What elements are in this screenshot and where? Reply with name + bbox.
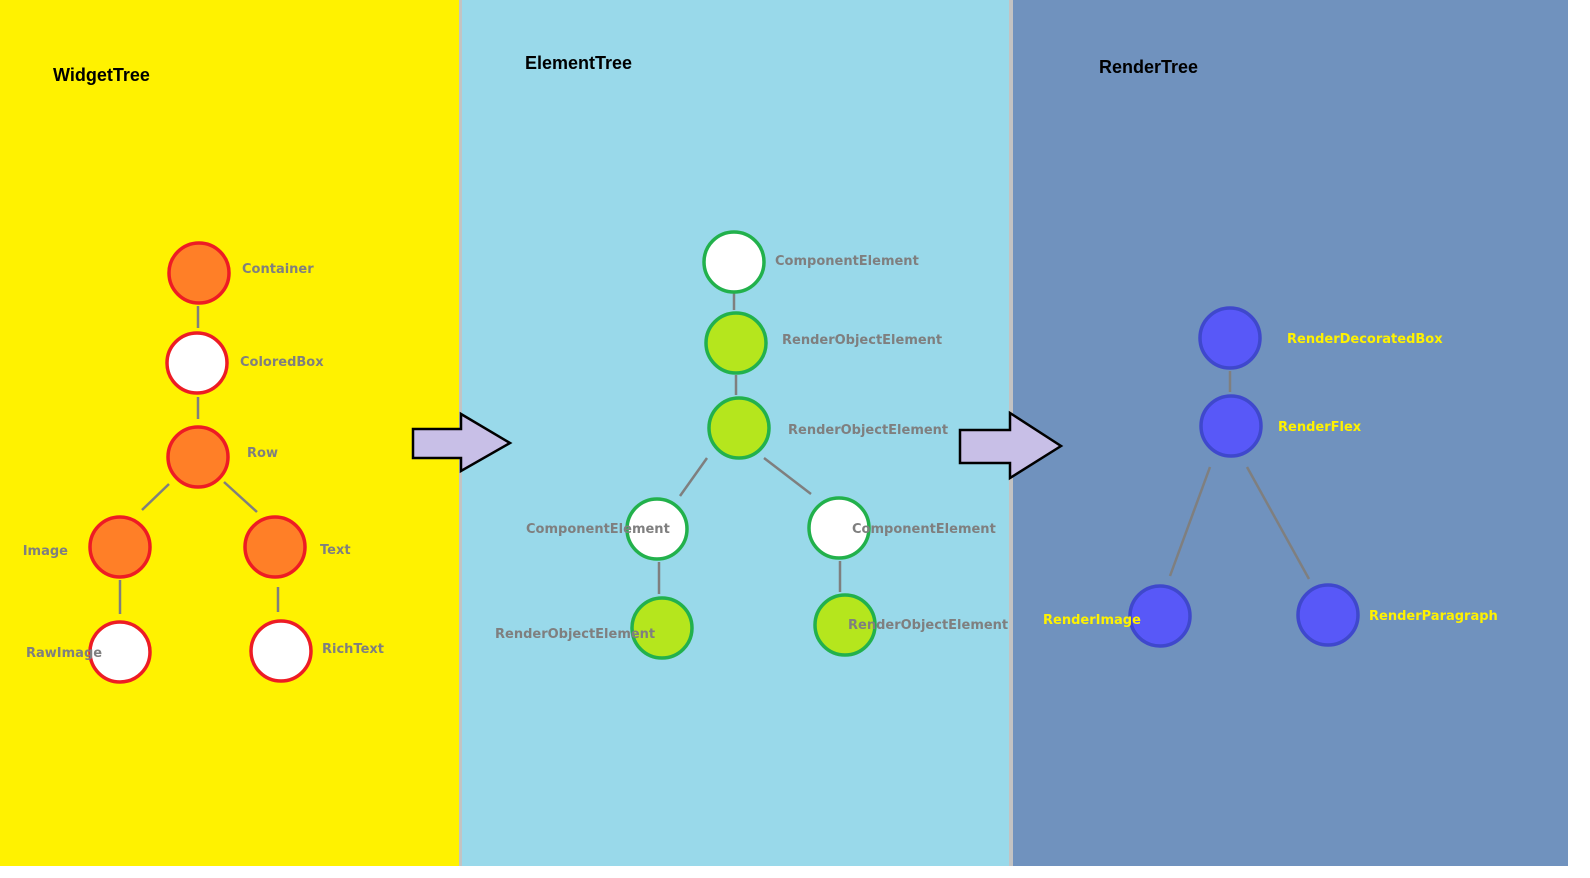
widget-tree-title: WidgetTree <box>53 65 150 85</box>
widget-tree-label-rawimage: RawImage <box>26 646 102 661</box>
widget-tree-node-richtext <box>249 619 313 683</box>
widget-tree-node-container <box>167 241 231 305</box>
render-tree-label-image: RenderImage <box>1043 613 1141 628</box>
element-tree-label-roe_right: RenderObjectElement <box>848 618 1008 633</box>
widget-tree-label-container: Container <box>242 262 314 277</box>
element-tree-edge <box>763 457 812 495</box>
element-tree-label-roe_1: RenderObjectElement <box>782 333 942 348</box>
widget-tree-node-image <box>88 515 152 579</box>
widget-tree-label-coloredbox: ColoredBox <box>240 355 324 370</box>
render-tree-node-flex <box>1199 394 1263 458</box>
element-tree-node-roe_left <box>630 596 694 660</box>
widget-tree-node-text <box>243 515 307 579</box>
render-tree-label-flex: RenderFlex <box>1278 420 1362 435</box>
element-tree-label-roe_left: RenderObjectElement <box>495 627 655 642</box>
element-tree-node-roe_1 <box>704 311 768 375</box>
widget-tree-label-richtext: RichText <box>322 642 384 657</box>
widget-tree-label-row: Row <box>247 446 278 461</box>
element-tree-node-comp_left <box>625 497 689 561</box>
widget-tree-node-rawimage <box>88 620 152 684</box>
element-tree-node-comp_right <box>807 496 871 560</box>
render-tree-node-paragraph <box>1296 583 1360 647</box>
widget-tree-node-row <box>166 425 230 489</box>
render-tree-edge <box>1168 466 1212 577</box>
render-tree-title: RenderTree <box>1099 57 1199 77</box>
widget-tree-panel <box>0 0 459 866</box>
element-tree-label-roe_2: RenderObjectElement <box>788 423 948 438</box>
element-tree-label-comp_root: ComponentElement <box>775 254 919 269</box>
render-tree-node-decoratedbox <box>1198 306 1262 370</box>
element-tree-node-roe_right <box>813 593 877 657</box>
element-tree-edge <box>678 457 709 497</box>
widget-tree-label-image: Image <box>23 544 68 559</box>
element-tree-label-comp_right: ComponentElement <box>852 522 996 537</box>
element-tree-title: ElementTree <box>525 53 633 73</box>
transition-arrow-widget-to-element <box>411 411 513 474</box>
widget-tree-edge <box>223 481 258 513</box>
transition-arrow-element-to-render <box>958 410 1064 481</box>
element-tree-node-comp_root <box>702 230 766 294</box>
widget-tree-edge <box>141 483 170 511</box>
render-tree-panel <box>1013 0 1568 866</box>
render-tree-edge <box>1245 466 1311 580</box>
element-tree-label-comp_left: ComponentElement <box>526 522 670 537</box>
render-tree-label-decoratedbox: RenderDecoratedBox <box>1287 332 1443 347</box>
render-tree-node-image <box>1128 584 1192 648</box>
element-tree-node-roe_2 <box>707 396 771 460</box>
widget-tree-label-text: Text <box>320 543 351 558</box>
render-tree-label-paragraph: RenderParagraph <box>1369 609 1498 624</box>
widget-tree-node-coloredbox <box>165 331 229 395</box>
